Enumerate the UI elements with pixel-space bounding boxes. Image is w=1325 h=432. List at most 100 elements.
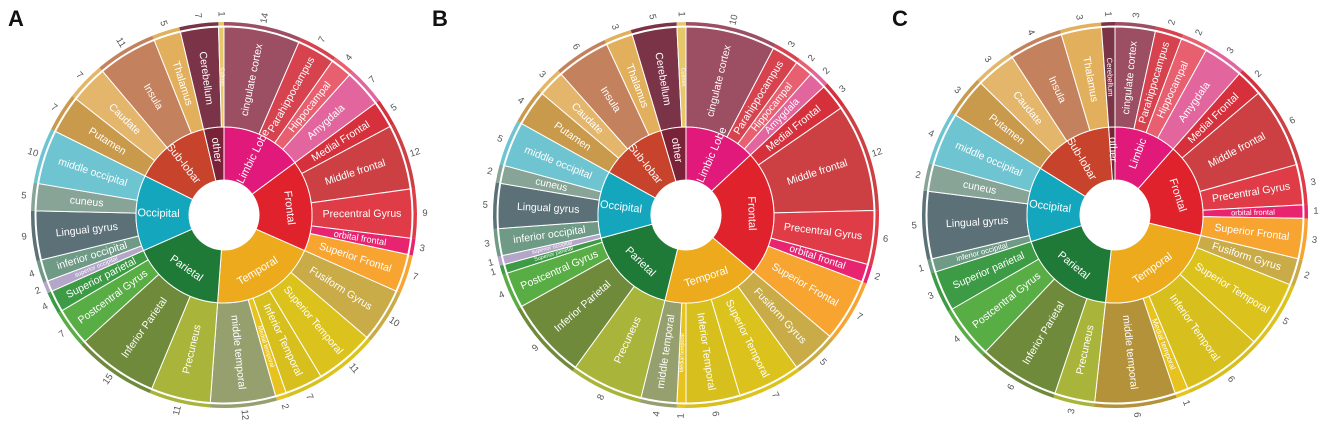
region-label-cerebellum: Cerebellum bbox=[1105, 58, 1115, 97]
region-ring-insula bbox=[99, 35, 154, 71]
region-ring-middle-occipital bbox=[929, 112, 955, 165]
count-label-inferior-parietal: 9 bbox=[530, 342, 541, 354]
region-ring-middle-frontal bbox=[841, 105, 879, 211]
count-label-cingulate-cortex: 3 bbox=[1131, 12, 1143, 18]
count-label-middle-frontal: 6 bbox=[1288, 115, 1298, 127]
region-ring-medial-temporal bbox=[1175, 389, 1190, 398]
region-ring-amygdala bbox=[350, 71, 380, 103]
region-label-culmen: Culmen bbox=[219, 67, 225, 86]
region-label-orbital-frontal: orbital frontal bbox=[1231, 208, 1275, 218]
count-label-superior-occipital: 1 bbox=[487, 257, 495, 269]
sunburst-c: cingulate cortex3Parahippocampus2Hippoca… bbox=[911, 11, 1318, 418]
region-ring-fusiform-gyrus bbox=[1291, 259, 1303, 287]
region-ring-inferior-occipital bbox=[36, 260, 47, 283]
region-label-cuneus: cuneus bbox=[69, 194, 104, 209]
region-ring-inferior-occipital bbox=[493, 228, 501, 257]
region-ring-culmen bbox=[218, 21, 224, 26]
count-label-medial-frontal: 3 bbox=[837, 83, 848, 95]
lobe-label-frontal: Frontal bbox=[281, 190, 297, 225]
region-ring-superior-occipital bbox=[43, 281, 51, 294]
region-ring-putamen bbox=[51, 95, 75, 131]
count-label-middle-occipital: 4 bbox=[926, 128, 935, 140]
count-label-cerebellum: 5 bbox=[646, 13, 658, 20]
count-label-culmen: 1 bbox=[216, 11, 227, 16]
region-ring-medial-temporal bbox=[676, 404, 686, 408]
region-ring-superior-occipital bbox=[497, 255, 504, 266]
region-ring-cingulate-cortex bbox=[1115, 22, 1157, 30]
region-ring-orbital-frontal bbox=[1304, 204, 1309, 219]
region-ring-cerebellum bbox=[630, 22, 677, 34]
center-hole bbox=[1080, 180, 1150, 250]
region-ring-inferior-occipital bbox=[927, 259, 935, 274]
region-ring-postcentral-gyrus bbox=[947, 309, 985, 356]
count-label-putamen: 7 bbox=[49, 102, 59, 114]
count-label-precuneus: 3 bbox=[1066, 408, 1078, 416]
center-hole bbox=[189, 180, 259, 250]
region-label-culmen: Culmen bbox=[679, 67, 685, 86]
count-label-caudate: 7 bbox=[74, 70, 85, 82]
region-label-lingual-gyrus: Lingual gyrus bbox=[946, 215, 1009, 230]
region-ring-culmen bbox=[676, 22, 686, 26]
region-ring-cerebellum bbox=[179, 22, 219, 31]
region-ring-amygdala bbox=[1206, 46, 1243, 73]
count-label-middle-frontal: 12 bbox=[408, 146, 421, 160]
count-label-superior-parietal: 1 bbox=[489, 266, 497, 278]
region-ring-superior-frontal bbox=[397, 254, 413, 294]
region-ring-medial-temporal bbox=[275, 393, 288, 401]
region-ring-inferior-parietal bbox=[982, 352, 1055, 398]
count-label-hippocampal: 4 bbox=[343, 52, 355, 63]
count-label-insula: 4 bbox=[1024, 28, 1036, 37]
region-ring-superior-parietal bbox=[931, 272, 951, 312]
count-label-cerebellum: 7 bbox=[192, 12, 204, 19]
count-label-orbital-frontal: 1 bbox=[1313, 206, 1318, 217]
region-ring-amygdala bbox=[811, 70, 828, 86]
region-ring-cuneus bbox=[495, 164, 504, 184]
count-label-inferior-occipital: 4 bbox=[28, 268, 36, 280]
count-label-superior-parietal: 4 bbox=[40, 301, 50, 313]
count-label-superior-frontal: 3 bbox=[1311, 235, 1318, 247]
region-ring-middle-temporal bbox=[1094, 394, 1177, 409]
count-label-lingual-gyrus: 5 bbox=[482, 200, 488, 211]
count-label-medial-frontal: 2 bbox=[1253, 68, 1264, 80]
region-ring-superior-frontal bbox=[1299, 218, 1308, 260]
region-ring-parahippocampus bbox=[774, 44, 800, 62]
count-label-hippocampal: 2 bbox=[806, 53, 818, 64]
count-label-inferior-temporal: 6 bbox=[1225, 374, 1237, 385]
region-ring-thalamus bbox=[1060, 22, 1102, 34]
count-label-precentral-gyrus: 3 bbox=[1310, 177, 1317, 189]
lobe-group-limbic-lobe: cingulate cortex14Parahippocampus7Hippoc… bbox=[223, 12, 380, 164]
count-label-putamen: 3 bbox=[952, 85, 963, 97]
count-label-parahippocampus: 3 bbox=[786, 39, 798, 49]
region-ring-inferior-parietal bbox=[517, 307, 575, 372]
count-label-culmen: 1 bbox=[676, 11, 687, 17]
region-ring-thalamus bbox=[604, 30, 632, 44]
lobe-label-occipital: Occipital bbox=[137, 207, 179, 220]
lobe-label-other: other bbox=[669, 137, 685, 164]
count-label-cerebellum: 1 bbox=[1102, 11, 1113, 17]
count-label-parahippocampus: 2 bbox=[1166, 18, 1178, 26]
count-label-superior-temporal: 7 bbox=[769, 390, 781, 400]
count-label-inferior-parietal: 15 bbox=[101, 372, 116, 387]
region-ring-cingulate-cortex bbox=[224, 22, 301, 42]
region-ring-thalamus bbox=[152, 27, 181, 40]
count-label-precentral-gyrus: 6 bbox=[882, 233, 889, 245]
count-label-thalamus: 3 bbox=[609, 23, 621, 32]
count-label-middle-occipital: 5 bbox=[495, 133, 504, 145]
count-label-cingulate-cortex: 14 bbox=[258, 12, 271, 25]
panel-b: B cingulate cortex10Parahippocampus3Hipp… bbox=[432, 6, 889, 419]
count-label-orbital-frontal: 3 bbox=[419, 243, 426, 255]
count-label-cuneus: 2 bbox=[486, 166, 494, 178]
count-label-superior-parietal: 3 bbox=[926, 290, 935, 302]
count-label-inferior-parietal: 6 bbox=[1005, 382, 1017, 392]
region-ring-middle-temporal bbox=[639, 398, 677, 408]
region-ring-putamen bbox=[517, 90, 542, 123]
